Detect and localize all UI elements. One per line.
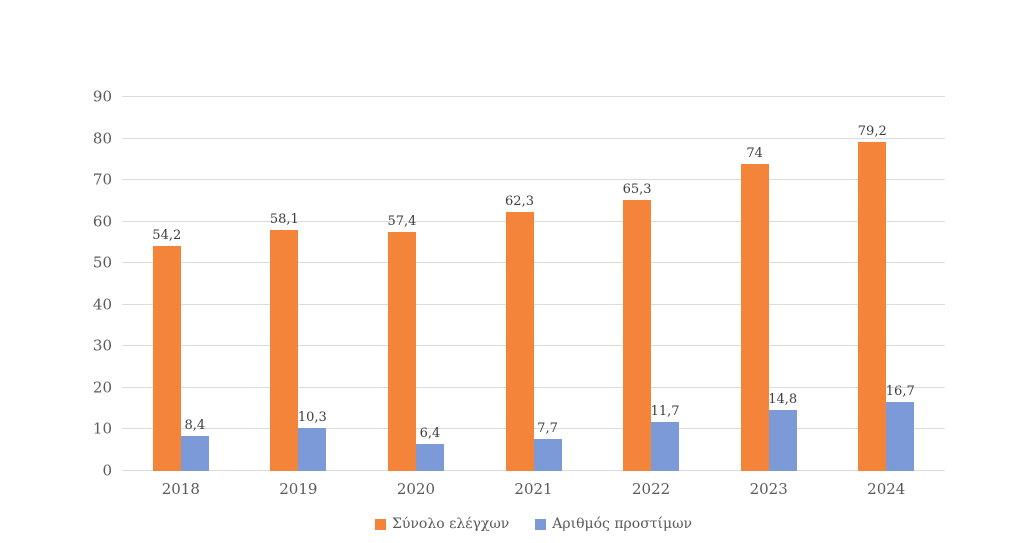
y-tick-label: 40 xyxy=(92,295,112,314)
legend-item-1: Σύνολο ελέγχων xyxy=(374,516,510,532)
bar-series1-2021: 62,3 xyxy=(505,195,534,471)
legend-marker-icon xyxy=(374,518,386,530)
bar-series2-2020: 6,4 xyxy=(415,427,444,471)
bar-value-label: 8,4 xyxy=(184,418,206,434)
bar-value-label: 6,4 xyxy=(419,426,441,442)
x-tick-label-2018: 2018 xyxy=(161,480,200,498)
legend: Σύνολο ελέγχων Αριθμός προστίμων xyxy=(122,517,945,531)
bar-value-label: 11,7 xyxy=(650,404,680,420)
bar-series2-2019: 10,3 xyxy=(298,411,327,471)
bars-row: 54,2 8,4 58,1 10,3 57,4 6,4 62,3 7,7 65,3 11,7 74 1… xyxy=(122,97,945,471)
x-axis: 2018 2019 2020 2021 2022 2023 2024 xyxy=(122,480,945,498)
legend-label: Σύνολο ελέγχων xyxy=(391,516,510,532)
x-tick-label-2019: 2019 xyxy=(279,480,318,498)
bar-series2-2018: 8,4 xyxy=(180,419,209,471)
y-tick-label: 0 xyxy=(102,461,112,480)
bar-series1-2020: 57,4 xyxy=(387,215,416,471)
bar-value-label: 54,2 xyxy=(152,227,182,243)
x-tick-label-2022: 2022 xyxy=(632,480,671,498)
bar-group-2021: 62,3 7,7 xyxy=(475,97,593,471)
x-tick-label-2020: 2020 xyxy=(396,480,436,498)
bar-group-2020: 57,4 6,4 xyxy=(357,97,475,471)
bar-series1-2022: 65,3 xyxy=(623,183,652,471)
bar-value-label: 65,3 xyxy=(622,181,652,197)
gridline xyxy=(122,96,945,97)
bar-value-label: 58,1 xyxy=(269,211,299,227)
y-tick-label: 50 xyxy=(92,253,112,272)
bar-series1-2023: 74 xyxy=(740,147,769,471)
y-tick-label: 30 xyxy=(92,336,112,355)
y-tick-label: 60 xyxy=(92,212,112,231)
bar-value-label: 62,3 xyxy=(505,194,534,210)
bar-series1-2019: 58,1 xyxy=(270,213,299,471)
y-tick-label: 90 xyxy=(92,87,112,106)
y-tick-label: 20 xyxy=(92,378,112,397)
y-tick-label: 10 xyxy=(92,419,112,438)
bar-series2-2021: 7,7 xyxy=(533,422,562,471)
legend-item-2: Αριθμός προστίμων xyxy=(535,517,692,531)
bar-group-2023: 74 14,8 xyxy=(710,97,828,471)
plot-area: 54,2 8,4 58,1 10,3 57,4 6,4 62,3 7,7 65,3 11,7 74 1… xyxy=(122,96,945,471)
bar-group-2018: 54,2 8,4 xyxy=(122,97,240,471)
bar-value-label: 7,7 xyxy=(537,421,558,437)
bar-value-label: 57,4 xyxy=(387,214,417,230)
legend-label: Αριθμός προστίμων xyxy=(552,516,693,532)
bar-value-label: 16,7 xyxy=(885,383,915,399)
gridline xyxy=(122,179,945,181)
bar-value-label: 10,3 xyxy=(297,410,327,426)
x-tick-label-2021: 2021 xyxy=(514,480,553,498)
y-tick-label: 70 xyxy=(92,170,112,189)
bar-group-2022: 65,3 11,7 xyxy=(592,97,710,471)
bar-series2-2022: 11,7 xyxy=(651,405,680,471)
bar-group-2024: 79,2 16,7 xyxy=(827,97,945,471)
x-tick-label-2024: 2024 xyxy=(867,480,906,498)
bar-value-label: 14,8 xyxy=(768,391,798,407)
bar-series2-2023: 14,8 xyxy=(768,393,797,471)
bar-value-label: 74 xyxy=(746,145,763,161)
bar-group-2019: 58,1 10,3 xyxy=(240,97,358,471)
legend-marker-icon xyxy=(535,518,547,530)
y-tick-label: 80 xyxy=(92,129,112,148)
bar-series1-2024: 79,2 xyxy=(858,125,887,471)
gridline xyxy=(122,137,945,139)
bar-value-label: 79,2 xyxy=(857,123,887,139)
bar-series1-2018: 54,2 xyxy=(152,229,181,471)
bar-series2-2024: 16,7 xyxy=(886,385,915,471)
x-tick-label-2023: 2023 xyxy=(749,480,788,498)
